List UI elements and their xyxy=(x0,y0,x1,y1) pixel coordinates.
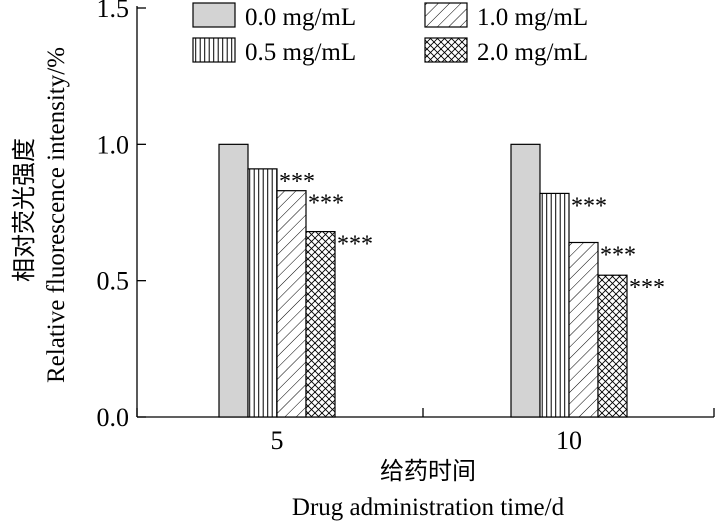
legend-label: 0.0 mg/mL xyxy=(245,4,356,31)
bar xyxy=(539,192,570,418)
significance-label: *** xyxy=(571,193,607,219)
y-tick-label: 0.5 xyxy=(97,267,130,296)
bar xyxy=(218,143,249,418)
bars xyxy=(218,143,628,418)
y-tick-label: 1.5 xyxy=(97,0,130,23)
y-axis-title-cn: 相对荧光强度 xyxy=(10,138,38,282)
bar xyxy=(247,168,278,418)
y-tick-label: 1.0 xyxy=(97,130,130,159)
significance-label: *** xyxy=(629,275,665,301)
legend-label: 2.0 mg/mL xyxy=(477,39,588,66)
significance-label: *** xyxy=(337,232,373,258)
legend-swatch xyxy=(424,2,468,28)
axes: 0.0 0.5 1.0 1.5 5 10 xyxy=(97,0,715,455)
bar xyxy=(597,274,628,418)
significance-label: *** xyxy=(600,242,636,268)
y-axis-title: Relative fluorescence intensity/% xyxy=(43,47,70,383)
bar xyxy=(305,230,336,418)
significance-label: *** xyxy=(308,191,344,217)
x-axis-title: Drug administration time/d xyxy=(292,494,565,521)
x-tick-label: 5 xyxy=(271,426,284,455)
legend-label: 1.0 mg/mL xyxy=(477,4,588,31)
x-axis-title-cn: 给药时间 xyxy=(380,457,476,485)
legend-swatch xyxy=(192,2,236,28)
bar xyxy=(510,143,541,418)
legend-swatch xyxy=(424,37,468,63)
significance-label: *** xyxy=(279,169,315,195)
legend-label: 0.5 mg/mL xyxy=(245,39,356,66)
bar xyxy=(568,241,599,418)
legend: 0.0 mg/mL 0.5 mg/mL 1.0 mg/mL 2.0 mg/mL xyxy=(192,2,588,66)
x-tick-label: 10 xyxy=(556,426,582,455)
significance-labels: ****************** xyxy=(279,169,665,301)
y-tick-label: 0.0 xyxy=(97,403,130,432)
bar xyxy=(276,190,307,418)
legend-swatch xyxy=(192,37,236,63)
